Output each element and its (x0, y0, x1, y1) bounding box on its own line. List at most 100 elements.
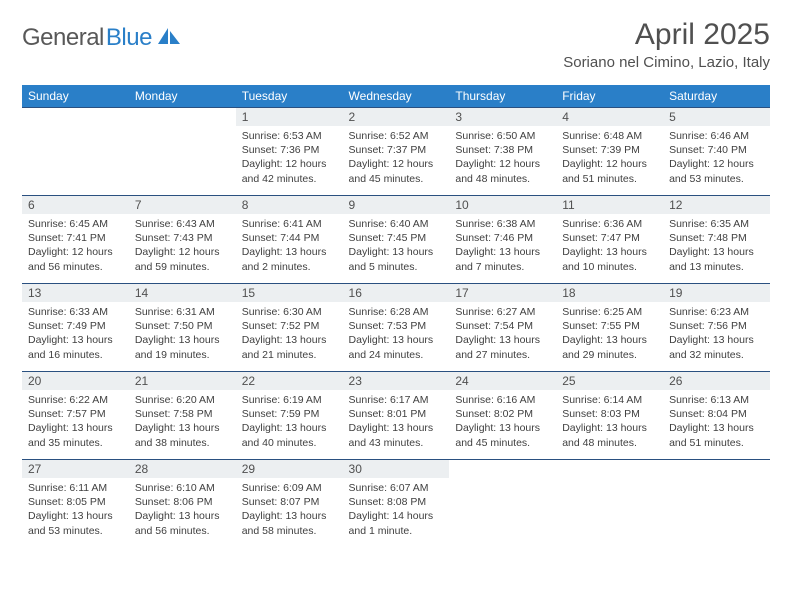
calendar-cell: .. (22, 108, 129, 196)
sunset-line: Sunset: 7:47 PM (562, 231, 657, 245)
calendar-body: ....1Sunrise: 6:53 AMSunset: 7:36 PMDayl… (22, 108, 770, 548)
weekday-header: Tuesday (236, 85, 343, 108)
sunset-line: Sunset: 7:48 PM (669, 231, 764, 245)
weekday-header: Wednesday (343, 85, 450, 108)
sunset-line: Sunset: 7:40 PM (669, 143, 764, 157)
day-number: 21 (129, 372, 236, 390)
sunset-line: Sunset: 8:03 PM (562, 407, 657, 421)
day-details: Sunrise: 6:53 AMSunset: 7:36 PMDaylight:… (236, 126, 343, 190)
calendar-head: SundayMondayTuesdayWednesdayThursdayFrid… (22, 85, 770, 108)
calendar-cell: 13Sunrise: 6:33 AMSunset: 7:49 PMDayligh… (22, 284, 129, 372)
calendar-cell: 20Sunrise: 6:22 AMSunset: 7:57 PMDayligh… (22, 372, 129, 460)
sunrise-line: Sunrise: 6:31 AM (135, 305, 230, 319)
day-number: 6 (22, 196, 129, 214)
daylight-line: Daylight: 13 hours and 2 minutes. (242, 245, 337, 273)
sunrise-line: Sunrise: 6:25 AM (562, 305, 657, 319)
sunset-line: Sunset: 8:02 PM (455, 407, 550, 421)
sunrise-line: Sunrise: 6:53 AM (242, 129, 337, 143)
day-number: 11 (556, 196, 663, 214)
day-details: Sunrise: 6:13 AMSunset: 8:04 PMDaylight:… (663, 390, 770, 454)
day-number: 19 (663, 284, 770, 302)
day-details: Sunrise: 6:31 AMSunset: 7:50 PMDaylight:… (129, 302, 236, 366)
calendar-cell: 6Sunrise: 6:45 AMSunset: 7:41 PMDaylight… (22, 196, 129, 284)
daylight-line: Daylight: 12 hours and 42 minutes. (242, 157, 337, 185)
calendar-cell: 18Sunrise: 6:25 AMSunset: 7:55 PMDayligh… (556, 284, 663, 372)
calendar-row: 27Sunrise: 6:11 AMSunset: 8:05 PMDayligh… (22, 460, 770, 548)
calendar-cell: 28Sunrise: 6:10 AMSunset: 8:06 PMDayligh… (129, 460, 236, 548)
sunset-line: Sunset: 7:44 PM (242, 231, 337, 245)
sunset-line: Sunset: 7:49 PM (28, 319, 123, 333)
sunrise-line: Sunrise: 6:48 AM (562, 129, 657, 143)
day-number: 18 (556, 284, 663, 302)
calendar-cell: 9Sunrise: 6:40 AMSunset: 7:45 PMDaylight… (343, 196, 450, 284)
calendar-cell: .. (663, 460, 770, 548)
day-number: 16 (343, 284, 450, 302)
day-number: 20 (22, 372, 129, 390)
daylight-line: Daylight: 13 hours and 32 minutes. (669, 333, 764, 361)
calendar-cell: 8Sunrise: 6:41 AMSunset: 7:44 PMDaylight… (236, 196, 343, 284)
day-details: Sunrise: 6:25 AMSunset: 7:55 PMDaylight:… (556, 302, 663, 366)
day-number: 8 (236, 196, 343, 214)
day-details: Sunrise: 6:17 AMSunset: 8:01 PMDaylight:… (343, 390, 450, 454)
calendar-row: ....1Sunrise: 6:53 AMSunset: 7:36 PMDayl… (22, 108, 770, 196)
sunrise-line: Sunrise: 6:52 AM (349, 129, 444, 143)
calendar-cell: 3Sunrise: 6:50 AMSunset: 7:38 PMDaylight… (449, 108, 556, 196)
day-details: Sunrise: 6:52 AMSunset: 7:37 PMDaylight:… (343, 126, 450, 190)
sunset-line: Sunset: 7:46 PM (455, 231, 550, 245)
calendar-cell: 27Sunrise: 6:11 AMSunset: 8:05 PMDayligh… (22, 460, 129, 548)
day-details: Sunrise: 6:38 AMSunset: 7:46 PMDaylight:… (449, 214, 556, 278)
sunrise-line: Sunrise: 6:43 AM (135, 217, 230, 231)
day-number: 29 (236, 460, 343, 478)
sunset-line: Sunset: 8:05 PM (28, 495, 123, 509)
sunrise-line: Sunrise: 6:10 AM (135, 481, 230, 495)
day-details: Sunrise: 6:14 AMSunset: 8:03 PMDaylight:… (556, 390, 663, 454)
day-number: 2 (343, 108, 450, 126)
sunset-line: Sunset: 7:57 PM (28, 407, 123, 421)
day-number: 30 (343, 460, 450, 478)
sunset-line: Sunset: 7:36 PM (242, 143, 337, 157)
day-number: 7 (129, 196, 236, 214)
day-details: Sunrise: 6:27 AMSunset: 7:54 PMDaylight:… (449, 302, 556, 366)
day-details: Sunrise: 6:40 AMSunset: 7:45 PMDaylight:… (343, 214, 450, 278)
day-number: 25 (556, 372, 663, 390)
calendar-cell: 16Sunrise: 6:28 AMSunset: 7:53 PMDayligh… (343, 284, 450, 372)
daylight-line: Daylight: 13 hours and 27 minutes. (455, 333, 550, 361)
day-number: 4 (556, 108, 663, 126)
day-number: 14 (129, 284, 236, 302)
logo: GeneralBlue (22, 18, 182, 52)
day-details: Sunrise: 6:41 AMSunset: 7:44 PMDaylight:… (236, 214, 343, 278)
calendar-cell: 15Sunrise: 6:30 AMSunset: 7:52 PMDayligh… (236, 284, 343, 372)
sunset-line: Sunset: 7:43 PM (135, 231, 230, 245)
calendar-cell: 12Sunrise: 6:35 AMSunset: 7:48 PMDayligh… (663, 196, 770, 284)
calendar-cell: 24Sunrise: 6:16 AMSunset: 8:02 PMDayligh… (449, 372, 556, 460)
sunset-line: Sunset: 7:45 PM (349, 231, 444, 245)
sunrise-line: Sunrise: 6:07 AM (349, 481, 444, 495)
day-details: Sunrise: 6:43 AMSunset: 7:43 PMDaylight:… (129, 214, 236, 278)
sunrise-line: Sunrise: 6:22 AM (28, 393, 123, 407)
sunset-line: Sunset: 7:39 PM (562, 143, 657, 157)
calendar-cell: 26Sunrise: 6:13 AMSunset: 8:04 PMDayligh… (663, 372, 770, 460)
daylight-line: Daylight: 13 hours and 29 minutes. (562, 333, 657, 361)
day-details: Sunrise: 6:22 AMSunset: 7:57 PMDaylight:… (22, 390, 129, 454)
calendar-cell: 5Sunrise: 6:46 AMSunset: 7:40 PMDaylight… (663, 108, 770, 196)
daylight-line: Daylight: 13 hours and 16 minutes. (28, 333, 123, 361)
sunrise-line: Sunrise: 6:38 AM (455, 217, 550, 231)
daylight-line: Daylight: 13 hours and 58 minutes. (242, 509, 337, 537)
day-number: 23 (343, 372, 450, 390)
daylight-line: Daylight: 13 hours and 38 minutes. (135, 421, 230, 449)
header-right: April 2025 Soriano nel Cimino, Lazio, It… (563, 18, 770, 71)
day-number: 15 (236, 284, 343, 302)
sunrise-line: Sunrise: 6:46 AM (669, 129, 764, 143)
daylight-line: Daylight: 13 hours and 10 minutes. (562, 245, 657, 273)
sunset-line: Sunset: 7:55 PM (562, 319, 657, 333)
daylight-line: Daylight: 13 hours and 43 minutes. (349, 421, 444, 449)
daylight-line: Daylight: 13 hours and 7 minutes. (455, 245, 550, 273)
sunrise-line: Sunrise: 6:14 AM (562, 393, 657, 407)
day-number: 26 (663, 372, 770, 390)
day-details: Sunrise: 6:16 AMSunset: 8:02 PMDaylight:… (449, 390, 556, 454)
sunset-line: Sunset: 7:53 PM (349, 319, 444, 333)
daylight-line: Daylight: 13 hours and 53 minutes. (28, 509, 123, 537)
daylight-line: Daylight: 13 hours and 19 minutes. (135, 333, 230, 361)
calendar-cell: 7Sunrise: 6:43 AMSunset: 7:43 PMDaylight… (129, 196, 236, 284)
sunrise-line: Sunrise: 6:50 AM (455, 129, 550, 143)
